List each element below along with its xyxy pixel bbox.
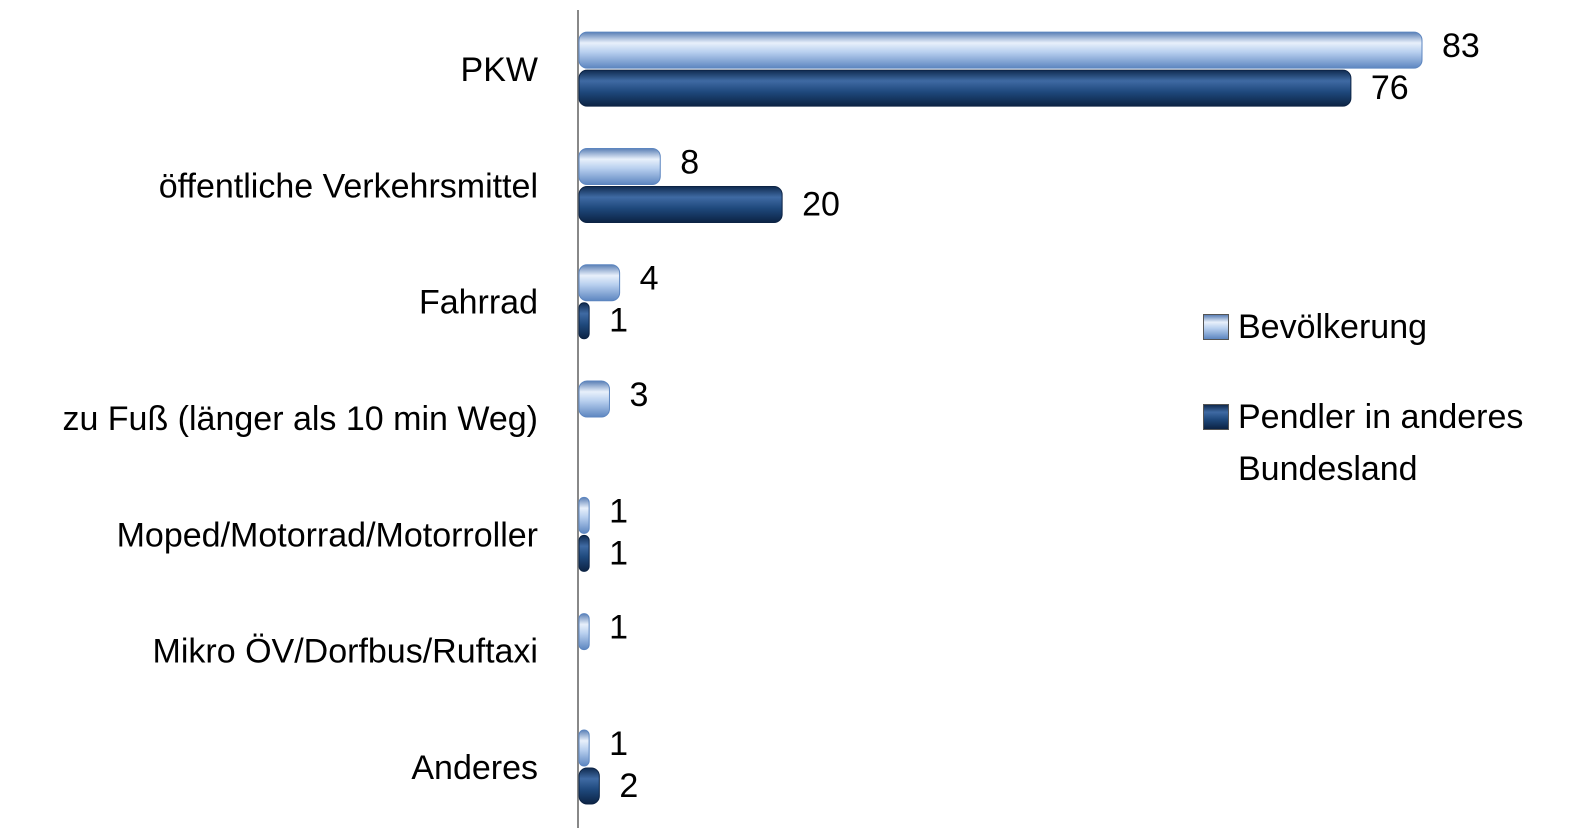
value-label: 1 <box>609 609 628 647</box>
legend-label: Pendler in anderes Bundesland <box>1238 398 1524 488</box>
value-label: 1 <box>609 725 628 763</box>
legend-swatch <box>1203 404 1229 430</box>
value-label: 20 <box>802 185 840 223</box>
value-label: 83 <box>1442 27 1480 65</box>
value-label: 2 <box>619 767 638 805</box>
legend-item: Bevölkerung <box>1203 301 1568 353</box>
bar <box>578 380 610 418</box>
category-label: Anderes <box>411 749 538 787</box>
value-label: 3 <box>629 376 648 414</box>
category-label: Fahrrad <box>419 284 538 322</box>
category-label: Moped/Motorrad/Motorroller <box>117 516 538 554</box>
category-label: Mikro ÖV/Dorfbus/Ruftaxi <box>153 633 538 671</box>
value-label: 1 <box>609 492 628 530</box>
category-label: öffentliche Verkehrsmittel <box>159 167 538 205</box>
bar <box>578 767 600 805</box>
bar <box>578 69 1352 107</box>
bar <box>578 729 590 767</box>
bar <box>578 185 783 223</box>
legend-swatch <box>1203 314 1229 340</box>
category-label: zu Fuß (länger als 10 min Weg) <box>62 400 538 438</box>
category-label: PKW <box>461 51 538 89</box>
bar <box>578 147 661 185</box>
value-label: 8 <box>680 143 699 181</box>
bar <box>578 496 590 534</box>
bar <box>578 613 590 651</box>
value-label: 4 <box>640 260 659 298</box>
legend-label: Bevölkerung <box>1238 308 1428 346</box>
bar <box>578 264 621 302</box>
bar <box>578 534 590 572</box>
legend-item: Pendler in anderes Bundesland <box>1203 391 1568 495</box>
value-label: 1 <box>609 302 628 340</box>
bar <box>578 302 590 340</box>
bar <box>578 31 1423 69</box>
value-label: 1 <box>609 534 628 572</box>
value-label: 76 <box>1371 69 1409 107</box>
